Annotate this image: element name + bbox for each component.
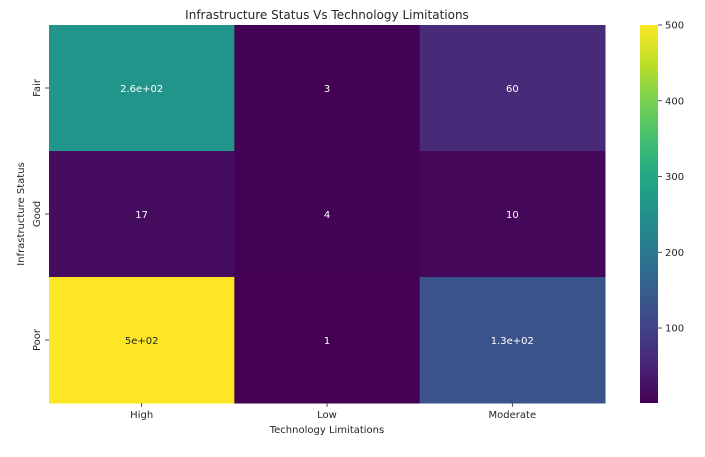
cell-value-label: 5e+02 (125, 336, 159, 347)
heatmap-cell (49, 277, 235, 404)
x-axis-label: Technology Limitations (269, 425, 384, 436)
cell-value-label: 10 (506, 210, 519, 221)
x-tick-label: High (130, 410, 153, 421)
heatmap-cell (234, 277, 421, 404)
x-tick-label: Moderate (489, 410, 537, 421)
cell-value-label: 2.6e+02 (120, 84, 163, 95)
y-tick-label: Fair (32, 78, 43, 97)
cell-value-label: 17 (135, 210, 148, 221)
x-tick-label: Low (317, 410, 337, 421)
y-tick-labels: Fair Good Poor (32, 78, 49, 351)
chart-title: Infrastructure Status Vs Technology Limi… (185, 8, 469, 22)
cell-value-label: 1.3e+02 (491, 336, 534, 347)
colorbar-tick-label: 500 (665, 21, 684, 32)
cell-value-label: 3 (324, 84, 330, 95)
y-tick-label: Good (32, 201, 43, 227)
colorbar-tick-label: 300 (665, 172, 684, 183)
colorbar-tick-label: 100 (665, 324, 684, 335)
y-axis-label: Infrastructure Status (16, 162, 27, 265)
heatmap-cell (419, 277, 606, 404)
colorbar (640, 25, 658, 403)
heatmap-cell (234, 151, 421, 278)
x-tick-labels: High Low Moderate (130, 403, 536, 421)
colorbar-ticks: 100 200 300 400 500 (658, 21, 684, 335)
cell-value-label: 4 (324, 210, 330, 221)
cell-value-label: 60 (506, 84, 519, 95)
heatmap-cell (49, 25, 235, 152)
heatmap-cell (49, 151, 235, 278)
colorbar-tick-label: 200 (665, 248, 684, 259)
heatmap-cell (419, 151, 606, 278)
heatmap-cells: 2.6e+02 3 60 17 4 10 5e+02 1 1.3e+02 (49, 25, 606, 404)
colorbar-tick-label: 400 (665, 96, 684, 107)
heatmap-cell (419, 25, 606, 152)
y-tick-label: Poor (32, 328, 43, 351)
heatmap-cell (234, 25, 421, 152)
cell-value-label: 1 (324, 336, 330, 347)
